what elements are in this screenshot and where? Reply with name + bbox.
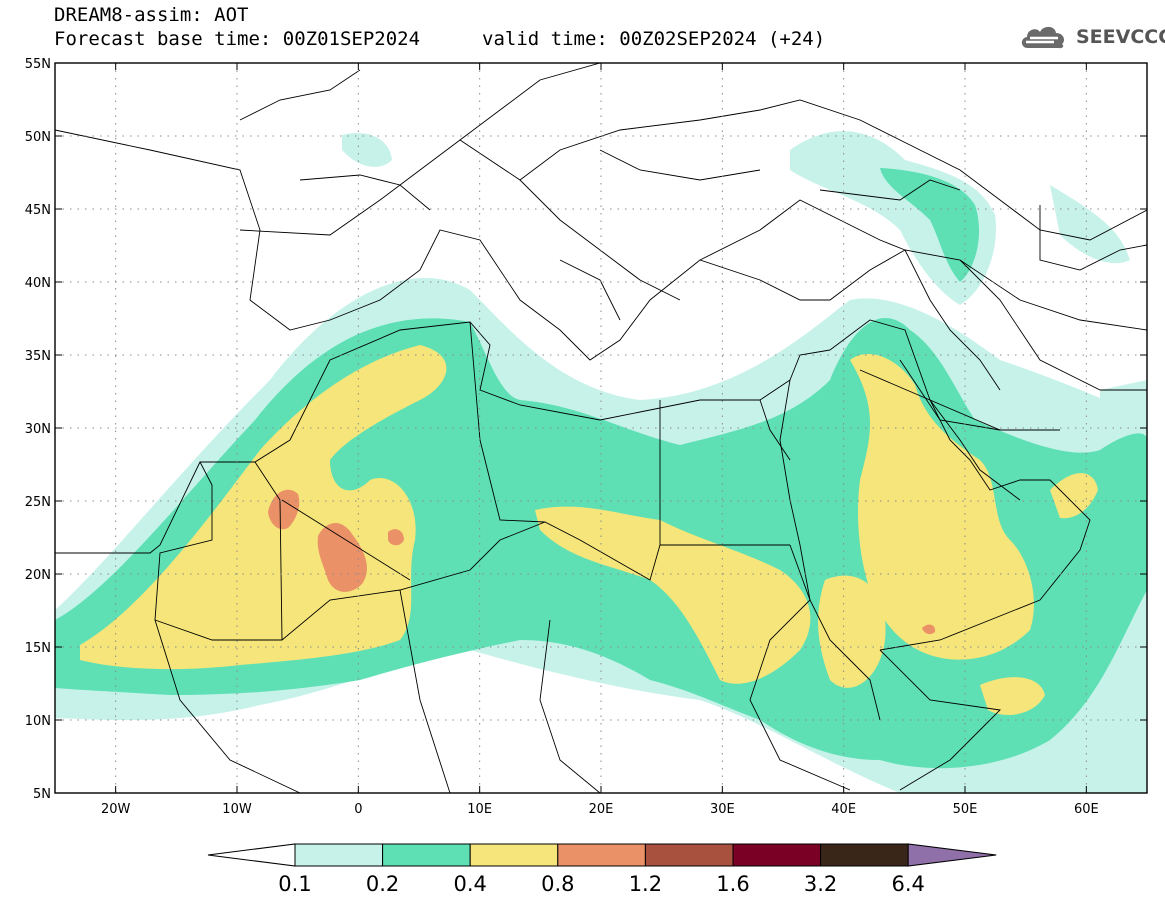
lat-label: 45N [25, 203, 51, 218]
forecast-base-time: Forecast base time: 00Z01SEP2024 [54, 28, 421, 50]
lon-label: 0 [354, 802, 362, 817]
colorbar-swatch [732, 843, 822, 867]
colorbar-upper-arrow [907, 843, 997, 867]
colorbar-label: 3.2 [804, 872, 837, 896]
seevccc-logo: SEEVCCC [1018, 22, 1165, 52]
colorbar-swatch [557, 843, 646, 867]
lon-label: 20W [101, 802, 131, 817]
lat-label: 35N [25, 349, 51, 364]
axis-ticks [55, 62, 1147, 794]
lat-label: 25N [25, 495, 51, 510]
lat-label: 10N [25, 714, 51, 729]
lon-label: 10W [222, 802, 252, 817]
colorbar-label: 0.4 [453, 872, 486, 896]
colorbar-swatch [294, 843, 384, 867]
lon-label: 50E [953, 802, 978, 817]
map-graticule [55, 63, 1147, 793]
lat-label: 15N [25, 641, 51, 656]
logo-text: SEEVCCC [1076, 26, 1165, 48]
colorbar-label: 6.4 [891, 872, 924, 896]
lon-label: 40E [831, 802, 856, 817]
country-borders [55, 63, 1147, 793]
latitude-labels: 55N 50N 45N 40N 35N 30N 25N 20N 15N 10N 5N [25, 57, 51, 802]
lat-label: 5N [33, 787, 51, 802]
colorbar-swatch [469, 843, 559, 867]
colorbar-label: 1.2 [629, 872, 662, 896]
lon-label: 60E [1074, 802, 1099, 817]
lat-label: 40N [25, 276, 51, 291]
lon-label: 30E [710, 802, 735, 817]
colorbar: 0.1 0.2 0.4 0.8 1.2 1.6 3.2 6.4 [207, 843, 997, 896]
map-title: DREAM8-assim: AOT [54, 4, 249, 26]
colorbar-label: 1.6 [716, 872, 749, 896]
lat-label: 30N [25, 422, 51, 437]
colorbar-swatch [644, 843, 734, 867]
lon-label: 10E [467, 802, 492, 817]
lon-label: 20E [589, 802, 614, 817]
longitude-labels: 20W 10W 0 10E 20E 30E 40E 50E 60E [101, 802, 1099, 817]
colorbar-label: 0.2 [366, 872, 399, 896]
colorbar-swatch [820, 843, 909, 867]
colorbar-label: 0.8 [541, 872, 574, 896]
valid-time: valid time: 00Z02SEP2024 (+24) [482, 28, 826, 50]
cloud-logo-icon [1021, 26, 1064, 49]
colorbar-swatch [382, 843, 471, 867]
lat-label: 20N [25, 568, 51, 583]
lat-label: 50N [25, 130, 51, 145]
colorbar-lower-arrow [207, 843, 296, 867]
lat-label: 55N [25, 57, 51, 72]
colorbar-label: 0.1 [278, 872, 311, 896]
